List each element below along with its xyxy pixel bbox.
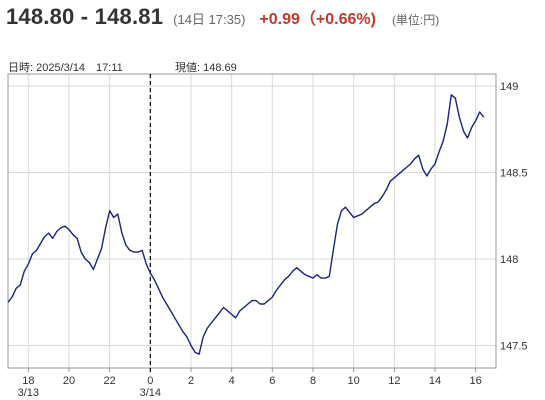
x-tick-label: 20 <box>63 375 75 387</box>
y-tick-label: 149 <box>500 81 518 93</box>
x-tick-label: 18 <box>22 375 34 387</box>
x-tick-label: 4 <box>229 375 235 387</box>
price-range: 148.80 - 148.81 <box>6 4 164 29</box>
price-change: +0.99（+0.66%) <box>259 11 376 28</box>
crosshair-datetime: 日時: 2025/3/14 17:11 <box>8 62 123 74</box>
date-label: 3/13 <box>18 387 39 399</box>
y-tick-label: 147.5 <box>500 341 528 353</box>
x-tick-label: 14 <box>429 375 441 387</box>
x-tick-label: 2 <box>188 375 194 387</box>
x-tick-label: 10 <box>348 375 360 387</box>
x-tick-label: 8 <box>310 375 316 387</box>
price-series-line <box>7 94 485 355</box>
y-tick-label: 148.5 <box>500 168 528 180</box>
price-header: 148.80 - 148.81 (14日 17:35) +0.99（+0.66%… <box>6 4 541 34</box>
unit-label: (単位:円) <box>391 13 440 27</box>
crosshair-value: 現値: 148.69 <box>175 62 237 74</box>
x-tick-label: 22 <box>104 375 116 387</box>
timestamp-note: (14日 17:35) <box>173 12 246 27</box>
x-tick-label: 6 <box>269 375 275 387</box>
x-tick-label: 0 <box>147 375 153 387</box>
y-tick-label: 148 <box>500 254 518 266</box>
x-tick-label: 12 <box>388 375 400 387</box>
plot-frame <box>7 73 497 369</box>
date-label: 3/14 <box>140 387 161 399</box>
x-tick-label: 16 <box>470 375 482 387</box>
